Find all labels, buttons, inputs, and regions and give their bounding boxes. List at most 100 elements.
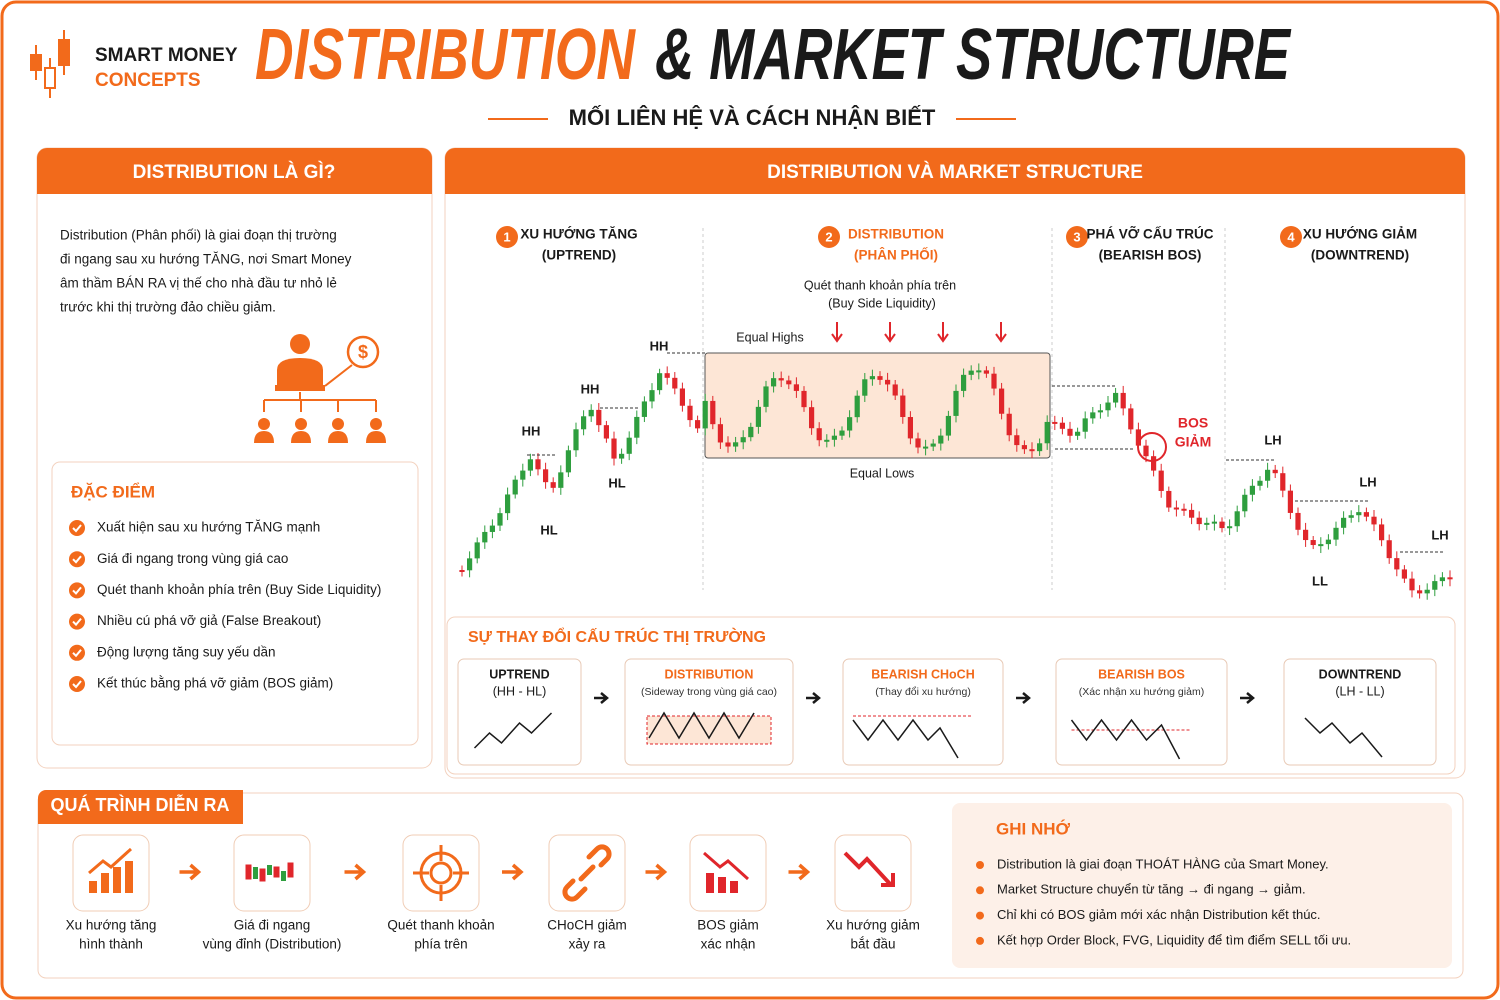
candle-body xyxy=(824,439,830,442)
candle-body xyxy=(1120,392,1126,409)
candle-body xyxy=(1242,494,1248,512)
check xyxy=(72,617,82,627)
description: âm thầm BÁN RA vị thế cho nhà đầu tư nhỏ… xyxy=(60,276,337,291)
swing-label: LH xyxy=(1431,527,1448,542)
step-arrow xyxy=(806,692,821,704)
candle-body xyxy=(1295,512,1301,530)
candle-body xyxy=(1325,539,1331,545)
candle-body xyxy=(1234,511,1240,527)
swing-label: LL xyxy=(1312,573,1328,588)
swing-label: HH xyxy=(581,381,600,396)
icon xyxy=(346,335,380,369)
phase-label: XU HƯỚNG TĂNG xyxy=(520,227,637,242)
step-subtitle: (LH - LL) xyxy=(1335,684,1384,698)
candle-body xyxy=(930,443,936,447)
phase-sublabel: (DOWNTREND) xyxy=(1311,248,1409,263)
candle-body xyxy=(1090,412,1096,419)
candle-body xyxy=(1037,443,1043,452)
candle-body xyxy=(991,373,997,389)
feature: Quét thanh khoản phía trên (Buy Side Liq… xyxy=(97,582,381,597)
candle-body xyxy=(641,401,647,417)
candle-body xyxy=(687,405,693,421)
candle-body xyxy=(755,406,761,427)
notes-heading: GHI NHỚ xyxy=(996,819,1071,838)
candle-body xyxy=(558,472,564,488)
candle-body xyxy=(1211,521,1217,524)
step-title: DOWNTREND xyxy=(1319,667,1402,681)
candle-body xyxy=(520,470,526,480)
bos-label: BOS xyxy=(1178,415,1208,431)
step-arrow xyxy=(645,863,668,881)
icon xyxy=(295,418,307,430)
candle-body xyxy=(527,459,533,471)
candle-body xyxy=(1006,413,1012,436)
icon xyxy=(291,431,311,443)
candle-body xyxy=(603,425,609,439)
candle-body xyxy=(573,429,579,451)
note: Kết hợp Order Block, FVG, Liquidity để t… xyxy=(997,932,1351,947)
step-box xyxy=(842,658,1004,766)
candle-body xyxy=(1143,445,1149,457)
arrow xyxy=(884,322,896,343)
process-text: hình thành xyxy=(79,937,143,952)
subtitle: MỐI LIÊN HỆ VÀ CÁCH NHẬN BIẾT xyxy=(569,104,936,130)
icon xyxy=(277,358,323,390)
check xyxy=(69,582,85,599)
candle-body xyxy=(907,417,913,439)
logo-candle xyxy=(30,54,42,71)
candle-body xyxy=(505,494,511,514)
check xyxy=(72,555,82,564)
candle-body xyxy=(976,370,982,373)
candle-body xyxy=(588,409,594,417)
candle-body xyxy=(1029,449,1035,452)
candle-body xyxy=(854,395,860,418)
process-text: CHoCH giảm xyxy=(547,918,627,933)
step-subtitle: (HH - HL) xyxy=(493,684,546,698)
candle-body xyxy=(565,450,571,473)
step-title: DISTRIBUTION xyxy=(665,667,754,681)
candle-body xyxy=(847,417,853,431)
candle-body xyxy=(550,482,556,488)
annotation: Quét thanh khoản phía trên xyxy=(804,278,956,292)
icon xyxy=(275,385,325,391)
candle-body xyxy=(740,437,746,443)
candle-body xyxy=(1310,540,1316,546)
candle-body xyxy=(1189,509,1195,518)
section-heading: QUÁ TRÌNH DIỄN RA xyxy=(51,794,230,815)
icon xyxy=(254,431,274,443)
step-subtitle: (Thay đổi xu hướng) xyxy=(875,686,971,698)
icon xyxy=(370,418,382,430)
title: DISTRIBUTION xyxy=(255,15,636,95)
candle-body xyxy=(983,370,989,374)
process-text: Xu hướng giảm xyxy=(826,918,920,933)
candle-body xyxy=(816,428,822,441)
candle-body xyxy=(1151,456,1157,471)
candle-body xyxy=(1417,590,1423,594)
candle-body xyxy=(596,409,602,426)
phase-number-bg xyxy=(818,226,840,248)
candle-body xyxy=(695,420,701,429)
description: trước khi thị trường đảo chiều giảm. xyxy=(60,300,276,315)
mini-sketch xyxy=(473,712,553,749)
icon xyxy=(366,431,386,443)
mini-sketch xyxy=(1070,718,1181,760)
phase-label: XU HƯỚNG GIẢM xyxy=(1303,227,1417,242)
features-heading: ĐẶC ĐIỂM xyxy=(71,482,155,501)
candle-body xyxy=(793,384,799,391)
candle-body xyxy=(1439,577,1445,582)
arrow xyxy=(831,322,843,343)
bullet xyxy=(976,936,984,945)
candle-body xyxy=(459,570,465,572)
candle-body xyxy=(1075,431,1081,436)
step-title: BEARISH CHoCH xyxy=(871,667,974,681)
phase-number-bg xyxy=(1280,226,1302,248)
candle-body xyxy=(1181,508,1187,511)
phase-number-bg xyxy=(496,226,518,248)
swing-label: HL xyxy=(608,475,625,490)
candle-body xyxy=(1052,421,1058,424)
feature: Xuất hiện sau xu hướng TĂNG mạnh xyxy=(97,520,320,535)
candle-body xyxy=(1409,578,1415,591)
swing-label: HH xyxy=(650,338,669,353)
step-box xyxy=(1055,658,1228,766)
feature: Động lượng tăng suy yếu dần xyxy=(97,644,276,659)
